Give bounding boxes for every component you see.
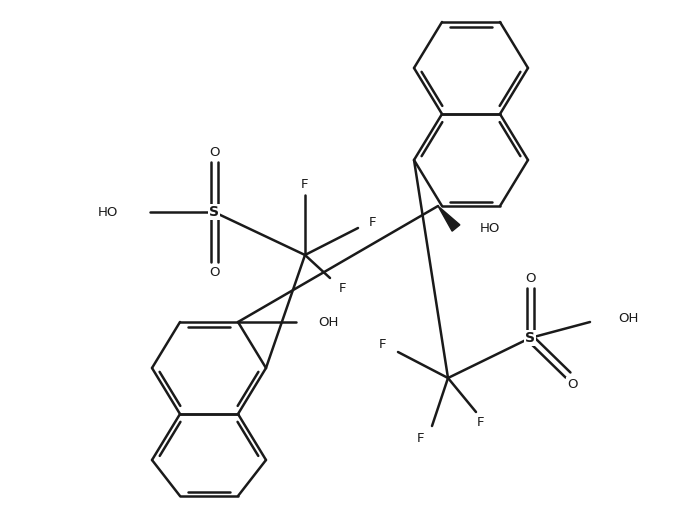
Text: F: F — [476, 415, 484, 428]
Text: O: O — [525, 271, 535, 284]
Text: O: O — [209, 146, 219, 159]
Text: S: S — [525, 331, 535, 345]
Text: F: F — [368, 215, 376, 228]
Text: HO: HO — [97, 205, 118, 218]
Text: F: F — [301, 178, 309, 191]
Text: OH: OH — [318, 316, 338, 329]
Text: HO: HO — [480, 222, 500, 235]
Text: O: O — [567, 379, 577, 392]
Text: O: O — [209, 266, 219, 279]
Polygon shape — [438, 206, 460, 231]
Text: F: F — [416, 432, 424, 445]
Text: F: F — [338, 281, 346, 294]
Text: S: S — [209, 205, 219, 219]
Text: OH: OH — [618, 311, 638, 324]
Text: F: F — [379, 339, 387, 352]
